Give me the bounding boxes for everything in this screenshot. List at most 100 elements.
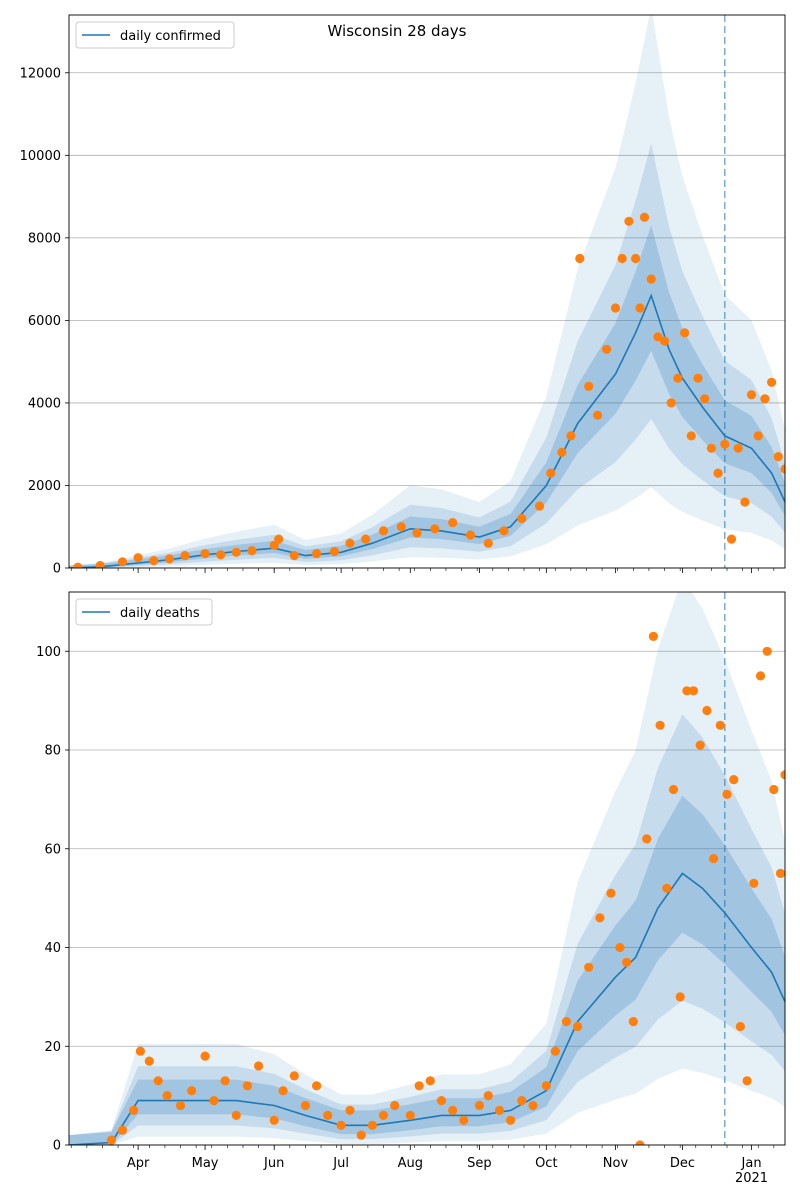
data-point-observed xyxy=(483,1091,493,1101)
legend: daily deaths xyxy=(75,598,213,626)
series-line-model xyxy=(69,872,785,1145)
data-point-observed xyxy=(646,274,656,284)
data-point-observed xyxy=(740,497,750,507)
data-point-observed xyxy=(566,431,576,441)
data-point-observed xyxy=(746,390,757,400)
data-point-observed xyxy=(546,468,556,478)
data-point-observed xyxy=(610,303,621,313)
data-point-observed xyxy=(573,1021,583,1032)
data-point-observed xyxy=(336,1120,346,1130)
data-point-observed xyxy=(762,646,772,656)
data-point-observed xyxy=(499,526,509,536)
data-point-observed xyxy=(209,1096,219,1106)
data-point-observed xyxy=(628,1017,638,1027)
data-point-observed xyxy=(735,1021,746,1032)
data-point-observed xyxy=(639,212,650,222)
data-point-observed xyxy=(430,524,440,534)
legend-box xyxy=(75,21,235,49)
data-point-observed xyxy=(675,992,685,1002)
data-point-observed xyxy=(655,720,665,730)
data-point-observed xyxy=(680,328,690,338)
data-point-observed xyxy=(405,1110,415,1120)
x-tick-label: Oct xyxy=(535,1156,557,1171)
data-point-observed xyxy=(274,534,284,544)
data-point-observed xyxy=(200,549,210,559)
data-point-observed xyxy=(648,631,659,642)
data-point-observed xyxy=(749,878,759,888)
data-point-observed xyxy=(474,1100,484,1111)
data-point-observed xyxy=(289,551,299,561)
data-point-observed xyxy=(682,686,692,696)
panel-daily-deaths: 0 20 40 60 80 100 Apr May Jun Jul Aug Sep Oct Nov Dec J… xyxy=(36,591,786,1186)
data-point-observed xyxy=(345,538,355,548)
data-point-observed xyxy=(760,394,770,404)
data-point-observed xyxy=(673,373,683,383)
data-point-observed xyxy=(695,740,705,750)
data-point-observed xyxy=(702,705,712,716)
x-tick-label: Jan xyxy=(741,1156,762,1171)
data-point-observed xyxy=(378,526,389,536)
data-point-observed xyxy=(425,1076,435,1086)
panel-daily-confirmed: 0 2000 4000 6000 8000 10000 12000 daily confirm… xyxy=(20,14,786,577)
axes-frame xyxy=(68,14,786,569)
data-point-observed xyxy=(769,784,779,795)
data-point-observed xyxy=(666,398,676,408)
data-point-observed xyxy=(135,1046,145,1056)
data-point-observed xyxy=(312,549,322,559)
y-tick-label: 4000 xyxy=(28,396,61,411)
data-point-observed xyxy=(693,373,703,383)
y-tick-label: 10000 xyxy=(20,149,61,164)
y-tick-label: 100 xyxy=(36,645,61,660)
data-point-observed xyxy=(361,534,371,544)
data-point-observed xyxy=(668,784,679,795)
legend-label: daily confirmed xyxy=(120,29,221,44)
uncertainty-band xyxy=(69,15,785,568)
data-point-observed xyxy=(323,1110,333,1120)
data-point-observed xyxy=(436,1096,447,1106)
data-point-observed xyxy=(642,834,652,844)
data-point-observed xyxy=(396,522,406,532)
y-tick-label: 60 xyxy=(44,842,61,857)
data-point-observed xyxy=(231,1110,241,1120)
data-point-observed xyxy=(153,1076,163,1086)
data-point-observed xyxy=(660,336,670,346)
data-point-observed xyxy=(595,913,605,923)
data-point-observed xyxy=(686,431,696,441)
data-point-observed xyxy=(733,443,743,453)
data-point-observed xyxy=(780,464,785,474)
data-point-observed xyxy=(483,538,493,548)
data-point-observed xyxy=(459,1115,469,1125)
x-tick-label: Jun xyxy=(263,1156,284,1171)
data-point-observed xyxy=(606,888,616,898)
data-point-observed xyxy=(700,394,710,404)
data-point-observed xyxy=(269,1115,279,1125)
data-point-observed xyxy=(635,303,645,313)
y-tick-label: 8000 xyxy=(28,231,61,246)
data-point-observed xyxy=(713,468,723,478)
uncertainty-band xyxy=(69,714,785,1145)
data-point-observed xyxy=(755,671,766,681)
plot-area xyxy=(69,592,785,1145)
uncertainty-band xyxy=(69,795,785,1145)
y-tick-label: 6000 xyxy=(28,314,61,329)
data-point-observed xyxy=(709,854,719,864)
data-point-observed xyxy=(367,1120,377,1130)
data-point-observed xyxy=(722,789,732,800)
data-point-observed xyxy=(149,556,159,566)
data-point-observed xyxy=(247,546,257,556)
data-point-observed xyxy=(180,551,190,561)
series-line-model xyxy=(69,293,785,568)
plot-area xyxy=(69,15,785,568)
data-point-observed xyxy=(465,530,476,540)
data-point-observed xyxy=(412,528,422,538)
data-point-observed xyxy=(635,1140,645,1145)
data-point-observed xyxy=(767,377,777,387)
data-point-observed xyxy=(200,1051,210,1061)
data-point-observed xyxy=(653,332,663,342)
y-tick-label: 0 xyxy=(53,1139,61,1154)
data-point-observed xyxy=(557,447,567,457)
data-point-observed xyxy=(535,501,545,511)
data-point-observed xyxy=(414,1081,424,1091)
data-point-observed xyxy=(220,1076,230,1086)
